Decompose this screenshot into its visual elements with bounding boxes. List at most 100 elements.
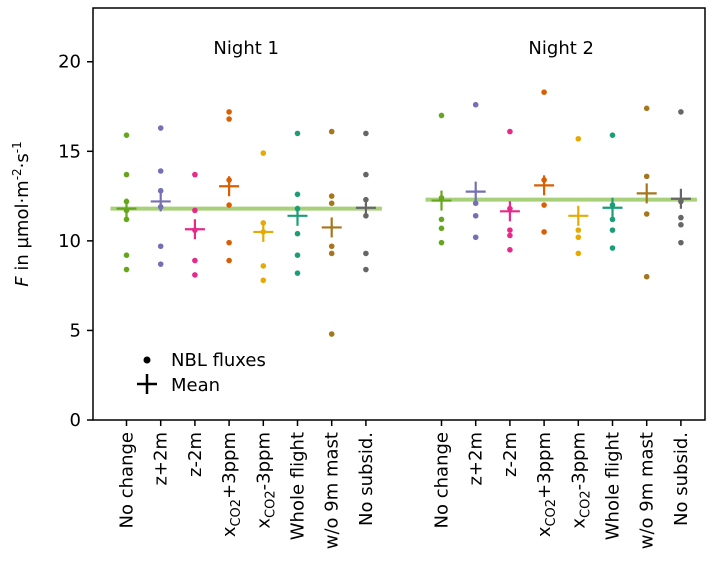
data-point-p1-c6-2	[294, 191, 301, 198]
data-point-p1-c2-6	[157, 261, 164, 267]
data-point-p1-c1-5	[123, 216, 130, 223]
data-point-p1-c1-6	[123, 252, 130, 258]
data-point-p2-c2-3	[472, 212, 479, 219]
data-point-p2-c2-4	[472, 234, 479, 241]
data-point-p1-c5-4	[260, 263, 267, 269]
data-point-p2-c8-1	[678, 109, 684, 115]
data-point-p1-c7-4	[328, 243, 335, 250]
x-tick-label-p2-c2: z+2m	[466, 432, 487, 486]
data-point-p2-c6-3	[609, 216, 616, 223]
data-point-p2-c7-3	[643, 211, 650, 217]
data-point-p2-c8-4	[678, 221, 684, 228]
data-point-p1-c7-1	[328, 128, 335, 135]
y-axis-label-text: in µmol·m	[12, 180, 33, 276]
mean-markers	[116, 175, 691, 242]
data-point-p2-c5-4	[575, 250, 582, 257]
data-point-p2-c4-3	[541, 202, 547, 208]
legend-mean-label: Mean	[171, 375, 220, 396]
data-point-p2-c8-5	[678, 239, 684, 246]
data-point-p1-c5-5	[260, 277, 267, 284]
data-point-p2-c1-3	[438, 216, 445, 223]
data-point-p2-c1-5	[438, 239, 445, 246]
data-point-p1-c8-2	[363, 171, 369, 178]
panel-titles: Night 1 Night 2	[213, 38, 594, 59]
x-tick-label-p2-c5: xCO2-3ppm	[568, 432, 593, 529]
legend-dot-marker	[143, 356, 151, 364]
x-tick-label-p2-c8: No subsid.	[671, 432, 692, 526]
data-point-p1-c4-5	[226, 239, 232, 246]
y-axis-label-exp1: -2	[10, 168, 24, 180]
data-point-p1-c8-5	[363, 250, 369, 257]
data-point-p1-c7-2	[328, 193, 335, 199]
data-point-p1-c4-2	[226, 116, 232, 122]
data-point-p1-c3-5	[192, 272, 198, 278]
x-tick-label-p2-c3: z-2m	[500, 432, 521, 477]
x-tick-label-p1-c5: xCO2-3ppm	[253, 432, 278, 529]
data-point-p1-c7-3	[328, 200, 335, 207]
data-point-p1-c3-1	[192, 171, 198, 178]
data-point-p1-c6-1	[294, 130, 301, 137]
reference-lines	[110, 197, 697, 211]
y-axis-label-variable: F	[12, 276, 33, 287]
data-point-p1-c2-3	[157, 187, 164, 194]
data-point-p1-c5-1	[260, 150, 267, 156]
data-point-p2-c4-1	[541, 89, 547, 95]
data-point-p1-c4-1	[226, 109, 232, 115]
data-point-p1-c3-4	[192, 257, 198, 264]
data-point-p2-c1-4	[438, 225, 445, 232]
x-tick-label-p1-c6: Whole flight	[288, 432, 309, 540]
panel-title-2: Night 2	[528, 38, 594, 59]
legend-points-label: NBL fluxes	[171, 350, 266, 371]
data-point-p1-c1-1	[123, 132, 130, 138]
data-point-p1-c8-6	[363, 266, 369, 273]
data-point-p1-c3-2	[192, 207, 198, 214]
data-point-p2-c3-3	[507, 227, 513, 233]
x-tick-label-p2-c7: w/o 9m mast	[637, 432, 658, 549]
data-point-p2-c5-2	[575, 227, 582, 233]
data-point-p2-c4-4	[541, 229, 547, 235]
x-tick-label-p1-c7: w/o 9m mast	[322, 432, 343, 549]
x-tick-label-p1-c3: z-2m	[185, 432, 206, 477]
data-point-p2-c8-3	[678, 214, 684, 221]
data-point-p2-c5-1	[575, 135, 582, 142]
data-point-p2-c3-1	[507, 128, 513, 135]
data-point-p2-c5-3	[575, 234, 582, 241]
y-axis-label: F in µmol·m-2·s-1	[10, 141, 33, 287]
data-point-p2-c7-2	[643, 173, 650, 180]
y-tick-label-1: 5	[70, 320, 81, 341]
data-point-p2-c6-5	[609, 245, 616, 251]
data-point-p2-c7-4	[643, 273, 650, 280]
x-tick-label-p2-c4: xCO2+3ppm	[534, 432, 559, 537]
data-point-p1-c6-5	[294, 252, 301, 258]
data-point-p1-c1-7	[123, 266, 130, 273]
y-axis-label-mid: ·s	[12, 153, 33, 168]
data-point-p1-c6-4	[294, 230, 301, 237]
data-point-p1-c1-2	[123, 171, 130, 178]
data-point-p2-c6-1	[609, 132, 616, 138]
plot-frame	[92, 7, 706, 421]
x-axis: No change z+2m z-2m xCO2+3ppm xCO2-3ppm Whole…	[117, 420, 692, 549]
data-point-p2-c2-1	[472, 101, 479, 108]
data-point-p2-c7-1	[643, 105, 650, 112]
data-point-p1-c8-1	[363, 130, 369, 137]
data-point-p1-c2-5	[157, 243, 164, 250]
legend: NBL fluxes Mean	[137, 350, 266, 396]
x-tick-label-p2-c1: No change	[432, 432, 453, 528]
data-point-p1-c4-6	[226, 257, 232, 264]
data-point-p2-c1-1	[438, 112, 445, 119]
panel-title-1: Night 1	[213, 38, 279, 59]
data-point-p2-c3-4	[507, 232, 513, 239]
data-point-p2-c2-2	[472, 200, 479, 207]
data-point-p1-c6-6	[294, 270, 301, 276]
data-point-p1-c7-5	[328, 250, 335, 257]
y-tick-label-2: 10	[58, 231, 81, 252]
data-points	[123, 89, 684, 337]
x-tick-label-p1-c2: z+2m	[151, 432, 172, 486]
y-tick-label-3: 15	[58, 141, 81, 162]
data-point-p1-c4-4	[226, 202, 232, 208]
x-tick-label-p1-c4: xCO2+3ppm	[219, 432, 244, 537]
x-tick-label-p1-c1: No change	[117, 432, 138, 528]
data-point-p1-c7-6	[328, 331, 335, 337]
y-axis: 0 5 10 15 20	[58, 52, 93, 431]
